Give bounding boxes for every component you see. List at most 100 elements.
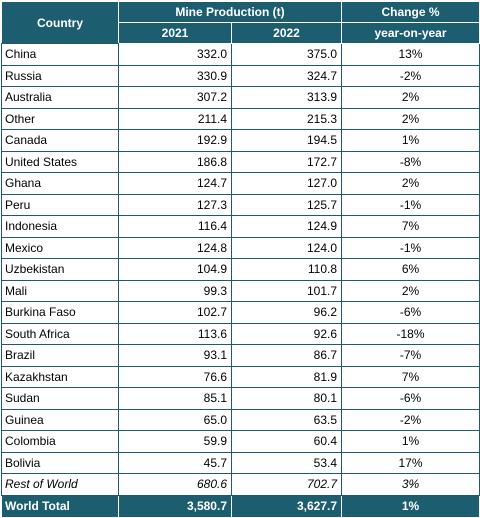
row-country: Russia	[1, 64, 119, 87]
row-value-2022: 313.9	[230, 86, 343, 109]
row-value-2022: 194.5	[230, 129, 343, 152]
row-country: Burkina Faso	[1, 301, 119, 324]
row-value-2022: 63.5	[230, 408, 343, 431]
row-country: Sudan	[1, 387, 119, 410]
row-value-2022: 60.4	[230, 430, 343, 453]
row-country: Rest of World	[1, 473, 119, 496]
table-row: Guinea 65.0 63.5 -2%	[1, 408, 480, 431]
row-change: -1%	[341, 236, 480, 259]
row-value-2022: 172.7	[230, 150, 343, 173]
change-subheader: year-on-year	[341, 22, 480, 44]
row-country: Other	[1, 107, 119, 130]
row-value-2022: 96.2	[230, 301, 343, 324]
table-row: Colombia 59.9 60.4 1%	[1, 430, 480, 453]
row-value-2021: 85.1	[118, 387, 232, 410]
row-value-2022: 375.0	[230, 43, 343, 66]
rest-of-world-row: Rest of World 680.6 702.7 3%	[1, 473, 480, 496]
table-row: Sudan 85.1 80.1 -6%	[1, 387, 480, 410]
row-value-2022: 81.9	[230, 365, 343, 388]
row-value-2022: 125.7	[230, 193, 343, 216]
header-row-top: Country Mine Production (t) Change %	[1, 1, 480, 44]
row-value-2021: 186.8	[118, 150, 232, 173]
row-change: 2%	[341, 107, 480, 130]
row-country: Peru	[1, 193, 119, 216]
row-change: 7%	[341, 215, 480, 238]
row-value-2021: 99.3	[118, 279, 232, 302]
row-value-2022: 702.7	[230, 473, 343, 496]
row-change: 13%	[341, 43, 480, 66]
row-value-2022: 124.0	[230, 236, 343, 259]
total-label: World Total	[1, 494, 119, 518]
row-change: 2%	[341, 86, 480, 109]
row-country: Australia	[1, 86, 119, 109]
table-row: Brazil 93.1 86.7 -7%	[1, 344, 480, 367]
row-change: 1%	[341, 129, 480, 152]
row-change: 3%	[341, 473, 480, 496]
row-value-2021: 680.6	[118, 473, 232, 496]
table-row: Other 211.4 215.3 2%	[1, 107, 480, 130]
country-column-header: Country	[1, 1, 119, 44]
table-row: Indonesia 116.4 124.9 7%	[1, 215, 480, 238]
table-body: China 332.0 375.0 13% Russia 330.9 324.7 -2% Aus…	[1, 43, 480, 518]
row-country: Bolivia	[1, 451, 119, 474]
row-value-2022: 324.7	[230, 64, 343, 87]
row-value-2021: 45.7	[118, 451, 232, 474]
row-country: Ghana	[1, 172, 119, 195]
table-row: Mexico 124.8 124.0 -1%	[1, 236, 480, 259]
row-value-2022: 124.9	[230, 215, 343, 238]
row-value-2021: 307.2	[118, 86, 232, 109]
row-value-2021: 102.7	[118, 301, 232, 324]
row-change: -6%	[341, 301, 480, 324]
table-header: Country Mine Production (t) Change % 202…	[1, 1, 480, 44]
row-value-2021: 93.1	[118, 344, 232, 367]
row-change: -2%	[341, 408, 480, 431]
row-country: China	[1, 43, 119, 66]
row-value-2022: 86.7	[230, 344, 343, 367]
row-change: 17%	[341, 451, 480, 474]
row-value-2022: 110.8	[230, 258, 343, 281]
row-value-2022: 80.1	[230, 387, 343, 410]
row-change: 1%	[341, 430, 480, 453]
table-row: United States 186.8 172.7 -8%	[1, 150, 480, 173]
total-value-2021: 3,580.7	[118, 494, 232, 518]
row-country: South Africa	[1, 322, 119, 345]
row-change: -18%	[341, 322, 480, 345]
row-country: United States	[1, 150, 119, 173]
row-value-2021: 332.0	[118, 43, 232, 66]
row-value-2021: 65.0	[118, 408, 232, 431]
row-country: Kazakhstan	[1, 365, 119, 388]
table-row: Mali 99.3 101.7 2%	[1, 279, 480, 302]
table-row: Ghana 124.7 127.0 2%	[1, 172, 480, 195]
row-value-2022: 127.0	[230, 172, 343, 195]
row-value-2021: 59.9	[118, 430, 232, 453]
total-value-2022: 3,627.7	[230, 494, 343, 518]
world-total-row: World Total 3,580.7 3,627.7 1%	[1, 494, 480, 518]
header-row-bottom: 2021 2022 year-on-year	[2, 22, 480, 44]
row-country: Guinea	[1, 408, 119, 431]
row-country: Uzbekistan	[1, 258, 119, 281]
row-country: Mali	[1, 279, 119, 302]
production-column-header: Mine Production (t)	[117, 1, 343, 23]
row-change: -2%	[341, 64, 480, 87]
row-country: Colombia	[1, 430, 119, 453]
row-country: Canada	[1, 129, 119, 152]
row-change: -6%	[341, 387, 480, 410]
change-column-header: Change %	[341, 1, 480, 23]
table-row: Uzbekistan 104.9 110.8 6%	[1, 258, 480, 281]
row-value-2021: 104.9	[118, 258, 232, 281]
year-2021-header: 2021	[118, 22, 232, 44]
row-change: -1%	[341, 193, 480, 216]
row-country: Mexico	[1, 236, 119, 259]
row-value-2021: 330.9	[118, 64, 232, 87]
row-value-2021: 127.3	[118, 193, 232, 216]
row-value-2021: 113.6	[118, 322, 232, 345]
row-value-2022: 215.3	[230, 107, 343, 130]
row-change: -7%	[341, 344, 480, 367]
row-value-2021: 116.4	[118, 215, 232, 238]
row-country: Indonesia	[1, 215, 119, 238]
table-row: Canada 192.9 194.5 1%	[1, 129, 480, 152]
table-row: Australia 307.2 313.9 2%	[1, 86, 480, 109]
row-change: -8%	[341, 150, 480, 173]
